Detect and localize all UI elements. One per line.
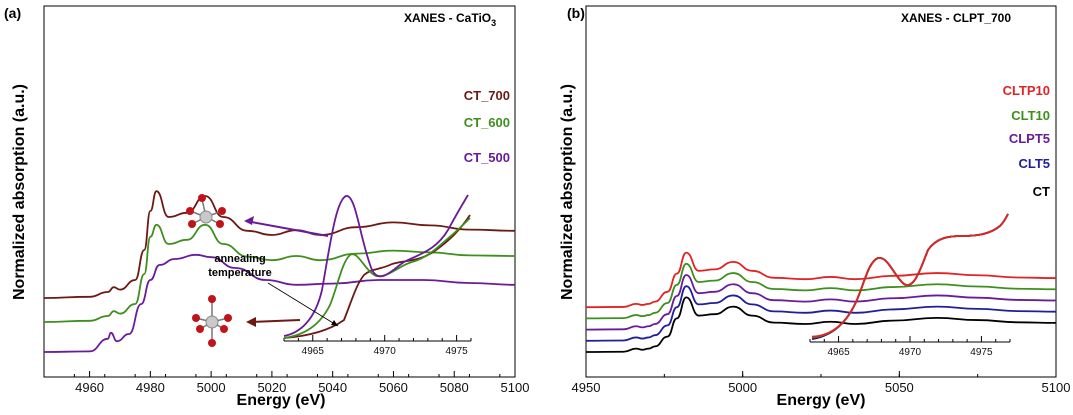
x-tick-label: 5000 bbox=[728, 380, 757, 395]
inset-tick-label: 4965 bbox=[302, 346, 325, 357]
series-line-ct_700 bbox=[43, 190, 516, 299]
panel-a-inset-ticks: 4965 4970 4975 bbox=[283, 335, 472, 357]
panel-b: (b) XANES - CLPT_700 Energy (eV) Normali… bbox=[559, 5, 1070, 409]
panel-a-series bbox=[43, 190, 516, 353]
panel-a-xlabel: Energy (eV) bbox=[237, 392, 326, 409]
purple-arrow bbox=[245, 220, 329, 237]
panel-a-ylabel: Normalized absorption (a.u.) bbox=[11, 84, 28, 300]
panel-a-title: XANES - CaTiO3 bbox=[404, 11, 496, 28]
panel-b-xlabel: Energy (eV) bbox=[777, 392, 866, 409]
panel-a-series-labels: CT_700 CT_600 CT_500 bbox=[464, 88, 510, 165]
inset-tick-label: 4970 bbox=[899, 347, 922, 358]
panel-b-label: (b) bbox=[567, 5, 585, 21]
panel-a: (a) XANES - CaTiO3 Energy (eV) Normalize… bbox=[4, 5, 529, 409]
series-line-cltp10 bbox=[585, 251, 1057, 309]
series-label-ct: CT bbox=[1033, 184, 1050, 199]
inset-line-ct-500 bbox=[283, 194, 469, 337]
series-label-clpt5: CLPT5 bbox=[1009, 131, 1050, 146]
x-tick-label: 4950 bbox=[572, 380, 601, 395]
inset-line-ct-600 bbox=[283, 217, 471, 339]
x-tick-label: 4960 bbox=[75, 380, 104, 395]
panel-b-inset-series bbox=[811, 213, 1009, 340]
panel-a-xticks: 4960 4980 5000 5020 5040 5060 5080 5100 bbox=[43, 371, 530, 395]
panel-b-title: XANES - CLPT_700 bbox=[901, 11, 1011, 25]
panel-b-xticks: 4950 5000 5050 5100 bbox=[572, 371, 1071, 395]
series-line-clt10 bbox=[585, 262, 1057, 320]
series-label-ct_500: CT_500 bbox=[464, 150, 510, 165]
series-line-clt5 bbox=[585, 285, 1057, 342]
annotation-line2: temperature bbox=[208, 267, 272, 279]
x-tick-label: 4980 bbox=[136, 380, 165, 395]
octahedral-molecule-icon bbox=[186, 194, 226, 228]
inset-line-cltp10 bbox=[811, 213, 1009, 338]
x-tick-label: 5100 bbox=[501, 380, 530, 395]
series-line-clpt5 bbox=[585, 274, 1057, 331]
panel-a-inset-series bbox=[283, 194, 471, 339]
series-line-ct_500 bbox=[43, 253, 516, 353]
series-label-clt5: CLT5 bbox=[1018, 156, 1050, 171]
x-tick-label: 5080 bbox=[440, 380, 469, 395]
series-line-ct bbox=[585, 296, 1057, 353]
purple-arrowhead bbox=[244, 216, 254, 225]
panel-a-frame bbox=[43, 5, 516, 378]
annotation-arrow bbox=[267, 282, 339, 327]
panel-b-ylabel: Normalized absorption (a.u.) bbox=[559, 84, 576, 300]
inset-tick-label: 4975 bbox=[970, 347, 993, 358]
x-tick-label: 5060 bbox=[379, 380, 408, 395]
series-label-ct_700: CT_700 bbox=[464, 88, 510, 103]
x-tick-label: 5040 bbox=[318, 380, 347, 395]
brown-arrowhead bbox=[246, 317, 256, 327]
panel-b-frame bbox=[585, 5, 1057, 378]
brown-arrow bbox=[249, 319, 301, 323]
panel-a-label: (a) bbox=[4, 5, 21, 21]
panel-b-inset: 4965 4970 4975 bbox=[809, 213, 1011, 358]
panel-b-series-labels: CLTP10 CLT10 CLPT5 CLT5 CT bbox=[1003, 83, 1050, 199]
x-tick-label: 5000 bbox=[197, 380, 226, 395]
series-line-ct_600 bbox=[43, 223, 516, 323]
x-tick-label: 5100 bbox=[1042, 380, 1071, 395]
annotation-arrowhead bbox=[331, 320, 338, 326]
panel-b-inset-ticks: 4965 4970 4975 bbox=[809, 336, 1011, 358]
x-tick-label: 5020 bbox=[257, 380, 286, 395]
series-label-clt10: CLT10 bbox=[1011, 108, 1050, 123]
inset-tick-label: 4975 bbox=[445, 346, 468, 357]
distorted-molecule-icon bbox=[192, 295, 232, 347]
series-label-ct_600: CT_600 bbox=[464, 115, 510, 130]
series-label-cltp10: CLTP10 bbox=[1003, 83, 1050, 98]
inset-tick-label: 4970 bbox=[374, 346, 397, 357]
panel-b-series bbox=[585, 251, 1057, 353]
x-tick-label: 5050 bbox=[885, 380, 914, 395]
inset-tick-label: 4965 bbox=[827, 347, 850, 358]
annotation-line1: annealing bbox=[214, 253, 265, 265]
panel-a-inset: 4965 4970 4975 annealing temperature bbox=[208, 194, 472, 357]
